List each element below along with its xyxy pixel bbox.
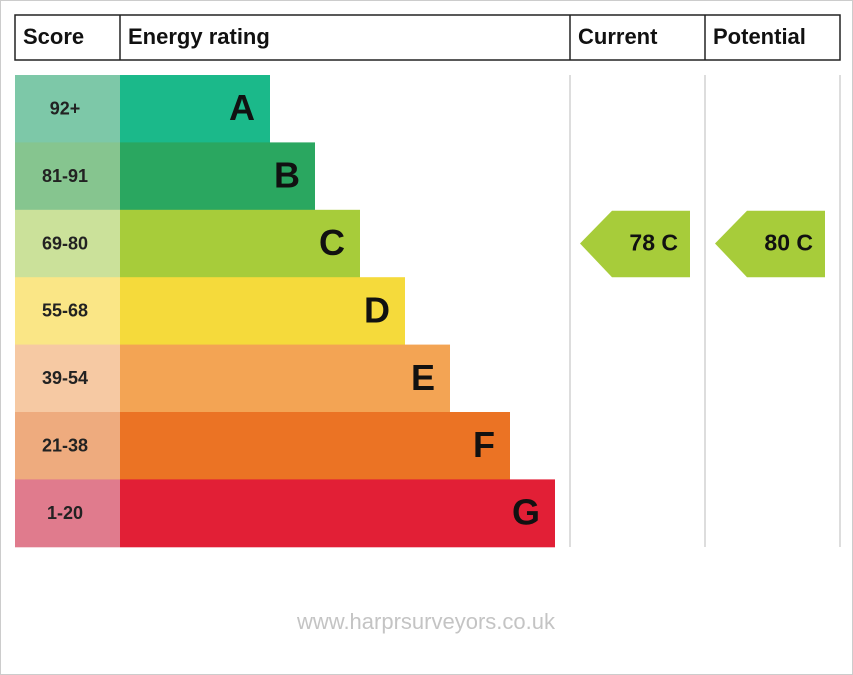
score-cell xyxy=(15,344,120,413)
score-label: 81-91 xyxy=(42,166,88,186)
rating-letter: C xyxy=(319,222,345,263)
score-label: 55-68 xyxy=(42,301,88,321)
rating-bar xyxy=(120,412,510,480)
rating-letter: D xyxy=(364,289,390,330)
rating-letter: F xyxy=(473,424,495,465)
score-label: 1-20 xyxy=(47,503,83,523)
header-current: Current xyxy=(578,24,658,49)
score-cell xyxy=(15,209,120,278)
footer-url: www.harprsurveyors.co.uk xyxy=(296,609,556,634)
score-label: 69-80 xyxy=(42,233,88,253)
score-label: 92+ xyxy=(50,98,81,118)
header-energy-rating: Energy rating xyxy=(128,24,270,49)
current-arrow xyxy=(580,210,690,278)
rating-bar xyxy=(120,479,555,548)
score-cell xyxy=(15,277,120,346)
header-row xyxy=(14,14,841,61)
rating-letter: B xyxy=(274,155,300,196)
potential-rating: 80 C xyxy=(764,230,813,256)
rating-bar xyxy=(120,209,360,278)
current-rating: 78 C xyxy=(629,230,678,256)
rating-letter: G xyxy=(512,492,540,533)
score-cell xyxy=(15,75,120,143)
header-score: Score xyxy=(23,24,84,49)
score-cell xyxy=(15,142,120,211)
rating-bar xyxy=(120,142,315,211)
rating-letter: A xyxy=(229,87,255,128)
rating-bar xyxy=(120,277,405,346)
score-cell xyxy=(15,479,120,548)
rating-letter: E xyxy=(411,357,435,398)
score-label: 39-54 xyxy=(42,368,88,388)
score-cell xyxy=(15,412,120,480)
header-potential: Potential xyxy=(713,24,806,49)
score-label: 21-38 xyxy=(42,435,88,455)
rating-bar xyxy=(120,75,270,143)
rating-bar xyxy=(120,344,450,413)
potential-arrow xyxy=(715,210,825,278)
